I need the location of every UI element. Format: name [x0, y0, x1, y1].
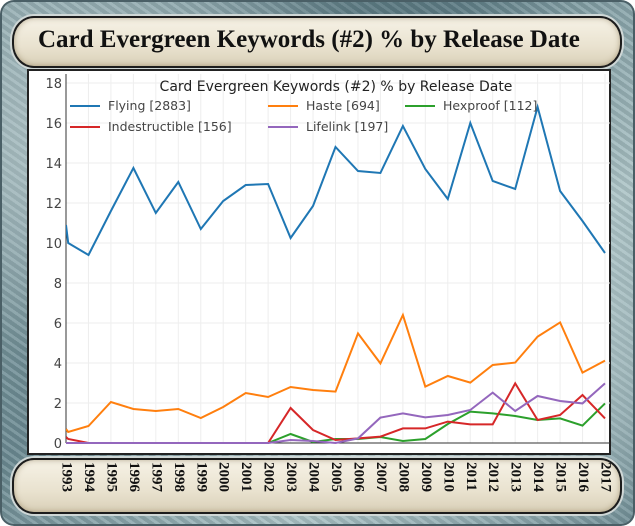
y-tick-label: 16 [45, 117, 62, 132]
y-tick-label: 2 [54, 397, 62, 412]
y-tick-label: 4 [54, 357, 62, 372]
x-tick-label: 2015 [552, 462, 569, 492]
legend-label: Hexproof [112] [443, 98, 537, 113]
series-line-flying [66, 103, 606, 257]
x-tick-label: 2016 [575, 462, 592, 492]
x-tick-label: 2011 [462, 462, 479, 492]
x-tick-label: 2017 [597, 462, 614, 492]
y-tick-label: 14 [45, 157, 62, 172]
x-tick-label: 2008 [395, 462, 412, 492]
y-tick-label: 0 [54, 437, 62, 452]
x-tick-label: 2012 [485, 462, 502, 492]
x-tick-label: 2002 [260, 462, 277, 492]
y-tick-label: 12 [45, 197, 62, 212]
x-tick-label: 2003 [283, 462, 300, 492]
chart-title: Card Evergreen Keywords (#2) % by Releas… [160, 79, 513, 95]
x-tick-label: 2014 [530, 462, 547, 492]
x-tick-label: 2009 [417, 462, 434, 492]
y-tick-label: 10 [45, 237, 62, 252]
x-tick-label: 1995 [103, 462, 120, 492]
y-tick-label: 8 [54, 277, 62, 292]
y-tick-label: 6 [54, 317, 62, 332]
x-axis-plate [12, 458, 622, 514]
x-tick-label: 1999 [193, 462, 210, 492]
x-tick-label: 2001 [238, 462, 255, 492]
series-line-lifelink [66, 382, 606, 445]
x-tick-label: 2000 [215, 462, 232, 492]
series-line-haste [66, 312, 606, 434]
x-tick-label: 2006 [350, 462, 367, 492]
x-tick-label: 1993 [58, 462, 75, 492]
x-tick-label: 2007 [372, 462, 389, 492]
y-tick-label: 18 [45, 77, 62, 92]
x-tick-label: 1997 [148, 462, 165, 492]
header-title: Card Evergreen Keywords (#2) % by Releas… [38, 26, 580, 53]
x-tick-label: 2005 [328, 462, 344, 492]
legend-label: Indestructible [156] [108, 119, 232, 134]
x-tick-label: 1996 [125, 462, 142, 492]
series-lines [66, 103, 606, 445]
x-tick-label: 1998 [170, 462, 187, 492]
title-plate: Card Evergreen Keywords (#2) % by Releas… [12, 16, 622, 68]
x-tick-label: 2010 [440, 462, 457, 492]
legend-label: Lifelink [197] [306, 119, 388, 134]
x-tick-label: 2013 [507, 462, 524, 492]
grid [65, 74, 610, 444]
legend-label: Haste [694] [306, 98, 380, 113]
x-tick-label: 2004 [305, 462, 322, 492]
x-tick-label: 1994 [80, 462, 97, 492]
legend: Flying [2883] Haste [694] Hexproof [112] In… [70, 98, 537, 134]
legend-label: Flying [2883] [108, 98, 191, 113]
